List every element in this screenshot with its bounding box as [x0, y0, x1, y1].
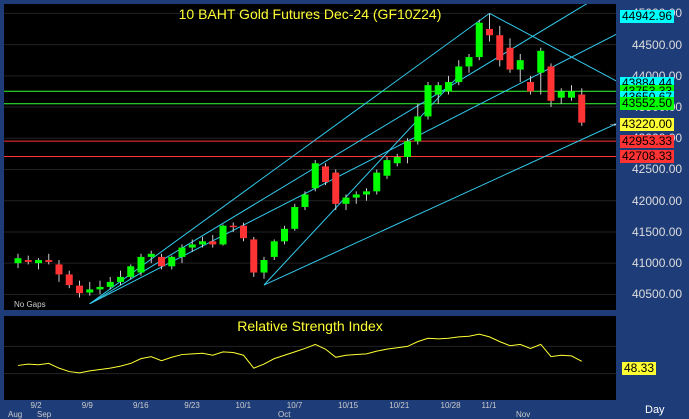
rsi-panel: Relative Strength Index	[4, 316, 616, 400]
candle-21	[229, 225, 237, 228]
candle-11	[127, 266, 135, 277]
no-gaps-note: No Gaps	[14, 300, 46, 309]
candle-32	[342, 197, 350, 204]
candle-48	[506, 47, 514, 70]
candle-53	[557, 91, 565, 98]
price-tag-7: 42708.33	[620, 148, 675, 163]
price-tick-label: 41500.00	[632, 224, 683, 239]
price-chart-panel: → 10 BAHT Gold Futures Dec-24 (GF10Z24) …	[4, 4, 616, 310]
candle-50	[527, 82, 534, 92]
candle-27	[291, 206, 299, 229]
candle-31	[332, 172, 340, 204]
rsi-line	[17, 333, 582, 374]
candle-43	[455, 66, 463, 83]
candle-13	[147, 253, 155, 257]
candle-37	[393, 157, 401, 164]
candle-6	[76, 285, 83, 294]
candle-34	[363, 191, 370, 195]
candle-28	[301, 194, 309, 207]
candle-0	[14, 258, 22, 264]
date-tick-label: 9/16	[133, 401, 149, 410]
candle-40	[424, 85, 432, 117]
candle-5	[65, 274, 73, 286]
candle-18	[199, 241, 206, 245]
candle-29	[311, 163, 319, 189]
candle-7	[86, 289, 94, 293]
chart-title: 10 BAHT Gold Futures Dec-24 (GF10Z24)	[178, 6, 442, 22]
date-tick-label: 10/21	[389, 401, 410, 410]
candle-10	[117, 276, 124, 282]
candle-42	[445, 82, 452, 92]
candle-23	[250, 239, 258, 273]
candle-49	[516, 60, 524, 70]
price-tag-6: 42953.33	[620, 133, 675, 148]
date-tick-label: 9/9	[81, 401, 93, 410]
month-label: Nov	[516, 410, 531, 419]
month-label: Aug	[8, 410, 23, 419]
rsi-title: Relative Strength Index	[237, 318, 383, 334]
candle-45	[475, 22, 483, 58]
trend-line-2	[89, 4, 588, 305]
month-label: Oct	[278, 410, 291, 419]
candle-4	[55, 264, 63, 275]
price-tick-label: 41000.00	[632, 256, 683, 271]
trend-line-0	[89, 12, 490, 305]
date-tick-label: 10/7	[286, 401, 303, 410]
candle-15	[168, 256, 176, 267]
x-axis-title: Day	[645, 404, 665, 416]
trend-line-5	[489, 12, 616, 82]
candle-39	[414, 116, 422, 142]
candle-47	[496, 35, 504, 61]
candle-52	[547, 66, 555, 101]
trend-line-4	[263, 123, 616, 286]
candle-30	[322, 166, 329, 182]
date-tick-label: 10/15	[338, 401, 359, 410]
candle-36	[383, 160, 391, 176]
candle-24	[260, 260, 268, 273]
candle-9	[106, 281, 114, 287]
candle-20	[219, 225, 227, 245]
month-label: Sep	[37, 410, 52, 419]
candle-55	[578, 94, 586, 123]
candle-3	[45, 260, 53, 262]
date-tick-label: 9/2	[30, 401, 42, 410]
candle-33	[352, 194, 360, 198]
last-price-arrow: →	[608, 119, 616, 130]
rsi-current-value: 48.33	[622, 361, 657, 375]
rsi-chart-svg	[4, 333, 616, 375]
date-tick-label: 11/1	[481, 401, 497, 410]
candle-2	[35, 260, 42, 264]
price-tag-4: 43552.50	[620, 96, 675, 111]
candle-41	[434, 85, 442, 95]
candle-35	[373, 172, 381, 192]
price-tag-5: 43220.00	[620, 117, 675, 132]
candle-1	[24, 260, 32, 262]
candle-38	[404, 141, 411, 157]
candle-25	[270, 241, 278, 257]
candle-12	[137, 256, 145, 273]
candle-54	[568, 91, 575, 98]
date-axis: 9/2 9/9 9/16 9/23 10/1 10/7 10/15 10/21 10/28 11/…	[4, 401, 616, 419]
price-tick-label: 42500.00	[632, 162, 683, 177]
candle-46	[486, 28, 493, 36]
price-tick-label: 44500.00	[632, 37, 683, 52]
date-tick-label: 10/1	[235, 401, 252, 410]
candle-44	[465, 57, 473, 67]
price-tick-label: 40500.00	[632, 287, 683, 302]
candle-16	[178, 247, 186, 257]
candle-14	[158, 256, 165, 267]
candle-51	[537, 50, 545, 73]
candle-26	[281, 228, 288, 242]
price-chart-svg: →	[4, 4, 616, 305]
date-tick-label: 9/23	[184, 401, 200, 410]
date-tick-label: 10/28	[440, 401, 461, 410]
candle-8	[96, 286, 104, 290]
candle-22	[240, 225, 247, 239]
candle-19	[209, 241, 217, 245]
candle-17	[188, 244, 196, 248]
price-tick-label: 42000.00	[632, 193, 683, 208]
price-tag-0: 44942.96	[620, 9, 675, 24]
